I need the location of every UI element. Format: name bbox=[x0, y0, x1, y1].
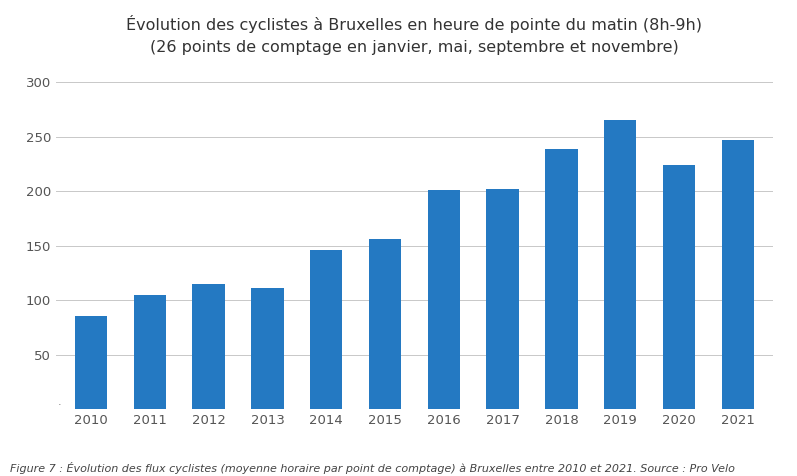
Bar bbox=[428, 190, 460, 409]
Bar bbox=[545, 149, 578, 409]
Bar bbox=[663, 165, 695, 409]
Bar bbox=[75, 316, 108, 409]
Text: .: . bbox=[58, 397, 61, 407]
Bar bbox=[251, 288, 284, 409]
Bar bbox=[486, 189, 519, 409]
Bar bbox=[721, 140, 754, 409]
Bar bbox=[134, 295, 166, 409]
Bar bbox=[604, 120, 636, 409]
Bar bbox=[369, 239, 401, 409]
Bar bbox=[310, 250, 343, 409]
Bar bbox=[193, 284, 225, 409]
Text: Figure 7 : Évolution des flux cyclistes (moyenne horaire par point de comptage) : Figure 7 : Évolution des flux cyclistes … bbox=[10, 462, 735, 474]
Title: Évolution des cyclistes à Bruxelles en heure de pointe du matin (8h-9h)
(26 poin: Évolution des cyclistes à Bruxelles en h… bbox=[127, 15, 702, 55]
